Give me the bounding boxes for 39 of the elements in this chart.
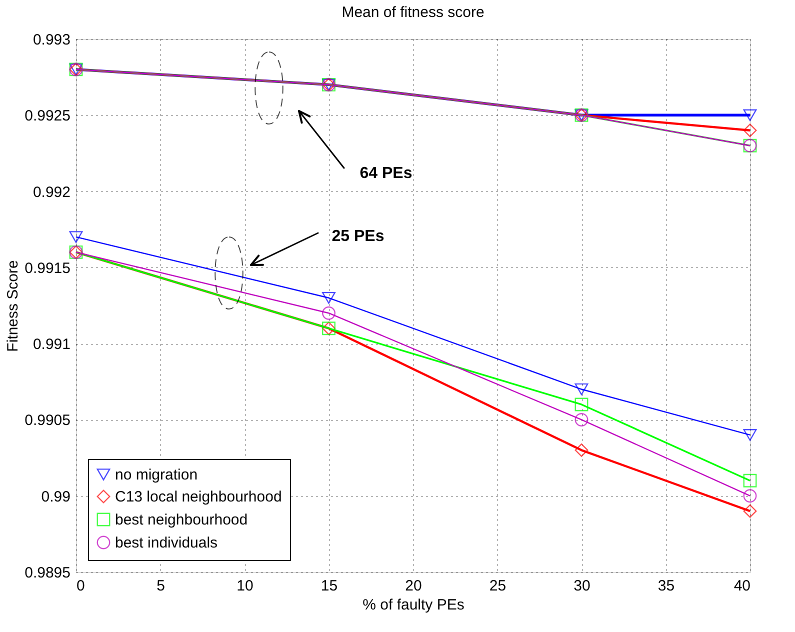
point (574, 383, 588, 396)
annotation: 25 PEs (332, 228, 384, 245)
y-tick-label: 0.993 (32, 32, 70, 48)
point (574, 413, 588, 426)
x-tick-label: 0 (76, 578, 85, 594)
x-tick-label: 20 (405, 578, 422, 594)
legend-label: C13 local neighbourhood (115, 488, 282, 506)
x-tick-label: 15 (320, 578, 338, 594)
point (574, 443, 588, 457)
y-tick-label: 0.9895 (24, 564, 70, 582)
x-tick-label: 40 (734, 578, 750, 594)
y-tick-label: 0.991 (32, 336, 70, 354)
y-tick-label: 0.9915 (24, 260, 70, 277)
point (743, 124, 757, 138)
x-tick-label: 30 (574, 578, 590, 594)
x-tick-label: 35 (658, 578, 675, 594)
point (743, 429, 757, 441)
x-tick-label: 10 (236, 578, 254, 594)
point (743, 474, 757, 488)
x-tick-label: 25 (489, 578, 506, 594)
x-tick-label: 5 (156, 578, 165, 594)
y-tick-label: 0.9925 (24, 108, 70, 125)
point (743, 504, 757, 518)
y-tick-label: 0.9905 (24, 412, 70, 430)
y-axis-title: Fitness Score (4, 260, 22, 352)
legend-label: best neighbourhood (115, 512, 248, 528)
y-tick-label: 0.992 (32, 184, 70, 201)
point (743, 109, 757, 122)
x-axis-title: % of faulty PEs (362, 596, 464, 614)
point (322, 306, 336, 320)
y-tick-label: 0.99 (41, 488, 70, 506)
legend-label: no migration (115, 466, 198, 484)
chart-title: Mean of fitness score (342, 4, 484, 21)
point (574, 398, 588, 412)
legend-label: best individuals (115, 534, 218, 552)
point (743, 489, 757, 503)
point (322, 292, 336, 304)
annotation: 64 PEs (360, 165, 412, 182)
point (69, 231, 83, 243)
